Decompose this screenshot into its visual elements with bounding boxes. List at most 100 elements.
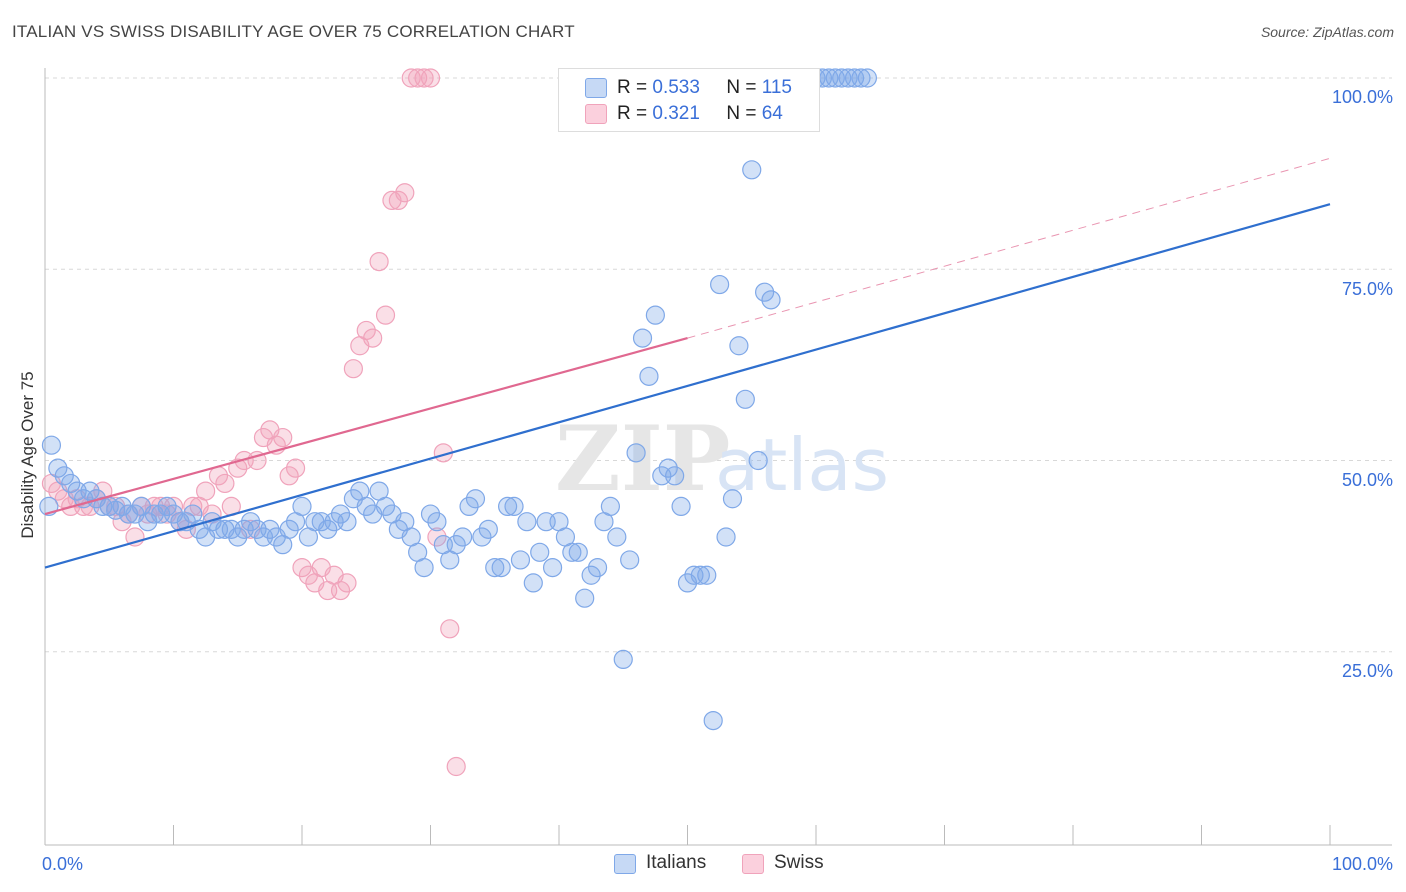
data-point: [697, 565, 717, 585]
data-point: [632, 328, 653, 348]
data-point: [710, 274, 730, 295]
data-point: [465, 489, 486, 509]
y-tick-75: 75.0%: [1341, 279, 1393, 299]
r-label: R =: [617, 103, 653, 124]
y-tick-50: 50.0%: [1341, 470, 1393, 490]
axes: [44, 68, 1392, 846]
data-point: [607, 527, 627, 547]
n-label: N =: [726, 77, 762, 98]
n-value-italians: 115: [761, 77, 792, 98]
data-point: [414, 68, 434, 88]
data-point: [375, 496, 396, 516]
swiss-swatch: [585, 104, 607, 124]
data-point: [523, 573, 543, 593]
data-point: [196, 481, 216, 501]
data-point: [542, 557, 563, 578]
data-point: [337, 573, 357, 593]
swiss-legend-swatch: [742, 854, 764, 874]
data-point: [330, 580, 351, 601]
data-point: [587, 557, 608, 578]
data-point: [279, 519, 299, 539]
data-point: [665, 466, 685, 486]
data-point: [273, 427, 293, 448]
data-point: [504, 496, 524, 516]
r-label: R =: [617, 77, 653, 98]
data-point: [395, 183, 415, 203]
y-tick-25: 25.0%: [1341, 661, 1393, 681]
data-point: [48, 458, 68, 478]
data-point: [639, 366, 659, 386]
italians-legend-swatch: [614, 854, 636, 874]
data-point: [658, 458, 678, 478]
y-axis-label: Disability Age Over 75: [18, 371, 37, 539]
data-point: [80, 481, 100, 501]
data-point: [459, 496, 479, 516]
data-point: [279, 466, 299, 486]
data-point: [247, 450, 267, 471]
data-point: [690, 565, 710, 585]
swiss-legend-label: Swiss: [774, 852, 824, 873]
r-value-italians: 0.533: [652, 77, 700, 98]
correlation-legend: R = 0.533 N = 115 R = 0.321 N = 64: [558, 68, 820, 132]
data-point: [446, 756, 466, 777]
data-point: [620, 550, 640, 570]
data-point: [498, 496, 518, 516]
data-point: [761, 290, 781, 310]
data-point: [722, 489, 743, 509]
data-point: [157, 496, 177, 516]
data-point: [735, 389, 755, 409]
data-point: [343, 359, 363, 379]
data-point: [671, 496, 691, 516]
data-point: [626, 443, 646, 463]
data-point: [363, 328, 383, 348]
data-point: [228, 527, 248, 547]
italians-legend-label: Italians: [646, 852, 707, 873]
data-point: [369, 252, 389, 272]
data-point: [742, 160, 762, 180]
data-point: [285, 458, 306, 478]
data-point: [414, 557, 434, 578]
data-point: [748, 450, 768, 471]
data-point: [754, 282, 775, 302]
watermark: ZIP atlas: [555, 406, 889, 512]
data-point: [562, 542, 582, 562]
y-tick-100: 100.0%: [1331, 87, 1393, 107]
swiss-trend-line: [44, 337, 688, 516]
chart-title: ITALIAN VS SWISS DISABILITY AGE OVER 75 …: [12, 22, 575, 41]
data-point: [375, 305, 396, 325]
italians-trend-line: [44, 203, 1331, 569]
data-point: [575, 588, 595, 608]
data-point: [330, 504, 351, 524]
data-point: [472, 527, 492, 547]
data-point: [337, 512, 357, 532]
data-point: [485, 557, 505, 578]
swiss-points: [41, 68, 466, 777]
data-point: [420, 504, 441, 524]
r-value-swiss: 0.321: [652, 103, 700, 124]
data-point: [600, 496, 621, 516]
data-point: [356, 320, 376, 341]
data-point: [478, 519, 498, 539]
swiss-trend-extension: [687, 157, 1331, 339]
data-point: [427, 512, 447, 532]
data-point: [857, 68, 878, 88]
data-point: [427, 527, 447, 547]
n-label: N =: [726, 103, 762, 124]
data-point: [517, 512, 537, 532]
data-point: [510, 550, 531, 570]
italians-points: [39, 68, 878, 731]
data-point: [356, 496, 376, 516]
data-point: [530, 542, 550, 562]
data-point: [645, 305, 665, 325]
data-point: [228, 458, 248, 478]
italians-swatch: [585, 78, 607, 98]
data-point: [61, 473, 81, 494]
data-point: [292, 557, 312, 578]
watermark-atlas: atlas: [715, 423, 889, 507]
grid-lines: [45, 77, 1392, 653]
source-label: Source: ZipAtlas.com: [1260, 24, 1394, 40]
n-value-swiss: 64: [761, 103, 783, 124]
data-point: [729, 336, 749, 356]
data-point: [716, 527, 736, 547]
